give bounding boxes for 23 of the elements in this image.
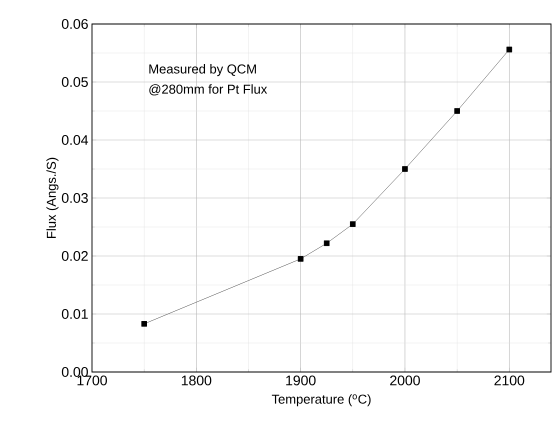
point [402,166,408,172]
x-tick-label: 2100 [494,376,524,386]
y-tick-label: 0.04 [62,135,88,145]
x-tick-label: 1900 [286,376,316,386]
x-tick-label: 2000 [390,376,420,386]
annotation: @280mm for Pt Flux [149,84,268,96]
point [454,108,460,114]
x-axis-title: Temperature ($^{o}$C) [272,394,371,406]
y-axis-title: Flux (Angs./S) [46,158,58,238]
y-tick-label: 0.05 [62,77,88,87]
point [298,256,304,262]
y-tick-label: 0.03 [62,193,88,203]
point [350,221,356,227]
y-tick-label: 0.00 [62,367,88,377]
x-tick-label: 1800 [182,376,212,386]
point [506,46,512,52]
point [141,321,147,327]
y-tick-label: 0.06 [62,19,88,29]
x-tick-label: 1700 [78,376,107,386]
annotation: Measured by QCM [149,64,256,76]
y-tick-label: 0.01 [62,309,88,319]
point [324,240,330,246]
y-tick-label: 0.02 [62,251,88,261]
